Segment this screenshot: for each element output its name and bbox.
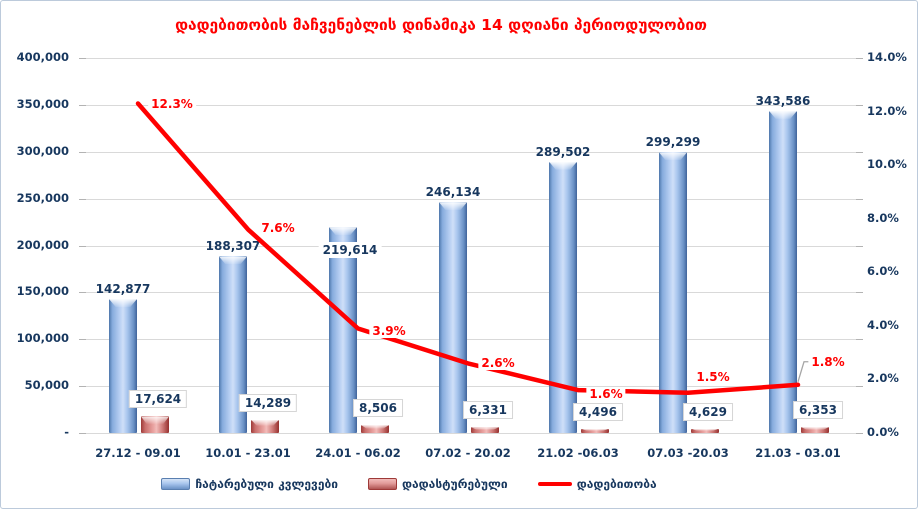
bar-confirmed-label-1: 14,289 bbox=[238, 393, 298, 412]
y-axis-label-left: 100,000 bbox=[16, 331, 69, 346]
bar-confirmed-4 bbox=[581, 428, 609, 433]
axis-tick-right bbox=[856, 198, 863, 200]
legend-label-tests: ჩატარებული კვლევები bbox=[195, 477, 338, 491]
y-axis-label-left: 200,000 bbox=[16, 237, 69, 252]
legend-item-confirmed: დადასტურებული bbox=[368, 477, 508, 491]
y-axis-label-left: - bbox=[64, 425, 69, 439]
line-point-label-1: 7.6% bbox=[258, 221, 298, 236]
legend-label-positivity: დადებითობა bbox=[576, 477, 657, 491]
axis-tick-left bbox=[79, 198, 86, 200]
x-axis-label-3: 07.02 - 20.02 bbox=[425, 446, 511, 460]
axis-tick-left bbox=[79, 151, 86, 153]
y-axis-label-right: 0.0% bbox=[867, 425, 899, 439]
bar-tests-0 bbox=[109, 299, 137, 433]
bar-tests-label-2: 219,614 bbox=[318, 242, 382, 259]
y-axis-label-right: 2.0% bbox=[867, 371, 899, 386]
y-axis-label-left: 350,000 bbox=[16, 96, 69, 111]
line-point-label-0: 12.3% bbox=[148, 96, 196, 111]
bar-confirmed-5 bbox=[691, 428, 719, 433]
legend-item-positivity: დადებითობა bbox=[537, 477, 657, 491]
y-axis-label-right: 12.0% bbox=[867, 103, 907, 118]
y-axis-label-left: 250,000 bbox=[16, 190, 69, 205]
line-point-label-4: 1.6% bbox=[586, 387, 626, 402]
axis-tick-right bbox=[856, 151, 863, 153]
y-axis-label-left: 150,000 bbox=[16, 284, 69, 299]
line-point-label-2: 3.9% bbox=[369, 323, 409, 338]
bar-tests-4 bbox=[549, 161, 577, 433]
bar-tests-3 bbox=[439, 202, 467, 433]
axis-tick-left bbox=[79, 433, 86, 434]
grid-line bbox=[86, 386, 856, 388]
bar-tests-label-6: 343,586 bbox=[755, 93, 811, 108]
grid-line bbox=[86, 151, 856, 153]
x-axis-label-1: 10.01 - 23.01 bbox=[205, 446, 291, 460]
grid-line bbox=[86, 104, 856, 106]
grid-line bbox=[86, 58, 856, 59]
y-axis-label-left: 300,000 bbox=[16, 143, 69, 158]
bar-confirmed-label-2: 8,506 bbox=[353, 399, 403, 418]
axis-tick-left bbox=[79, 58, 86, 59]
x-axis-label-4: 21.02 -06.03 bbox=[537, 446, 619, 460]
y-axis-label-right: 8.0% bbox=[867, 210, 899, 225]
bar-confirmed-label-5: 4,629 bbox=[683, 402, 733, 421]
y-axis-label-right: 14.0% bbox=[867, 50, 907, 64]
grid-line bbox=[86, 245, 856, 247]
legend-label-confirmed: დადასტურებული bbox=[402, 477, 508, 491]
axis-tick-left bbox=[79, 292, 86, 294]
axis-tick-right bbox=[856, 58, 863, 59]
chart-legend: ჩატარებული კვლევები დადასტურებული დადები… bbox=[1, 477, 917, 491]
line-point-label-6: 1.8% bbox=[808, 354, 848, 369]
grid-line bbox=[86, 292, 856, 294]
bar-tests-label-1: 188,307 bbox=[205, 239, 261, 254]
axis-tick-left bbox=[79, 104, 86, 106]
y-axis-label-right: 10.0% bbox=[867, 157, 907, 172]
legend-swatch-confirmed-bar bbox=[368, 478, 397, 490]
y-axis-label-left: 50,000 bbox=[24, 378, 69, 393]
bar-confirmed-label-6: 6,353 bbox=[793, 401, 843, 420]
x-axis-label-5: 07.03 -20.03 bbox=[647, 446, 729, 460]
bar-tests-5 bbox=[659, 152, 687, 433]
x-axis-label-0: 27.12 - 09.01 bbox=[95, 446, 181, 460]
axis-tick-right bbox=[856, 292, 863, 294]
chart-title: დადებითობის მაჩვენებლის დინამიკა 14 დღია… bbox=[175, 16, 707, 34]
axis-tick-right bbox=[856, 104, 863, 106]
axis-tick-left bbox=[79, 339, 86, 341]
line-point-label-5: 1.5% bbox=[693, 369, 733, 384]
legend-swatch-tests-bar bbox=[161, 478, 191, 490]
y-axis-label-right: 4.0% bbox=[867, 317, 899, 332]
legend-item-tests: ჩატარებული კვლევები bbox=[161, 477, 338, 491]
x-axis-label-6: 21.03 - 03.01 bbox=[755, 446, 841, 460]
bar-tests-label-0: 142,877 bbox=[95, 282, 151, 297]
y-axis-label-right: 6.0% bbox=[867, 264, 899, 279]
axis-tick-left bbox=[79, 245, 86, 247]
x-axis-label-2: 24.01 - 06.02 bbox=[315, 446, 401, 460]
bar-confirmed-2 bbox=[361, 425, 389, 433]
bar-confirmed-0 bbox=[141, 416, 169, 433]
grid-line bbox=[86, 339, 856, 341]
line-point-label-3: 2.6% bbox=[478, 356, 518, 371]
axis-tick-right bbox=[856, 433, 863, 434]
bar-confirmed-3 bbox=[471, 427, 499, 433]
y-axis-label-left: 400,000 bbox=[16, 50, 69, 64]
bar-tests-label-4: 289,502 bbox=[535, 144, 591, 159]
axis-tick-right bbox=[856, 245, 863, 247]
bar-confirmed-1 bbox=[251, 419, 279, 433]
grid-line bbox=[86, 433, 856, 434]
axis-tick-left bbox=[79, 386, 86, 388]
bar-tests-6 bbox=[769, 110, 797, 433]
bar-confirmed-label-3: 6,331 bbox=[463, 401, 513, 420]
bar-tests-label-3: 246,134 bbox=[425, 185, 481, 200]
axis-tick-right bbox=[856, 386, 863, 388]
bar-confirmed-6 bbox=[801, 427, 829, 433]
legend-swatch-positivity-line bbox=[537, 482, 572, 486]
bar-confirmed-label-0: 17,624 bbox=[128, 390, 188, 409]
bar-tests-label-5: 299,299 bbox=[645, 135, 701, 150]
axis-tick-right bbox=[856, 339, 863, 341]
bar-confirmed-label-4: 4,496 bbox=[573, 402, 623, 421]
